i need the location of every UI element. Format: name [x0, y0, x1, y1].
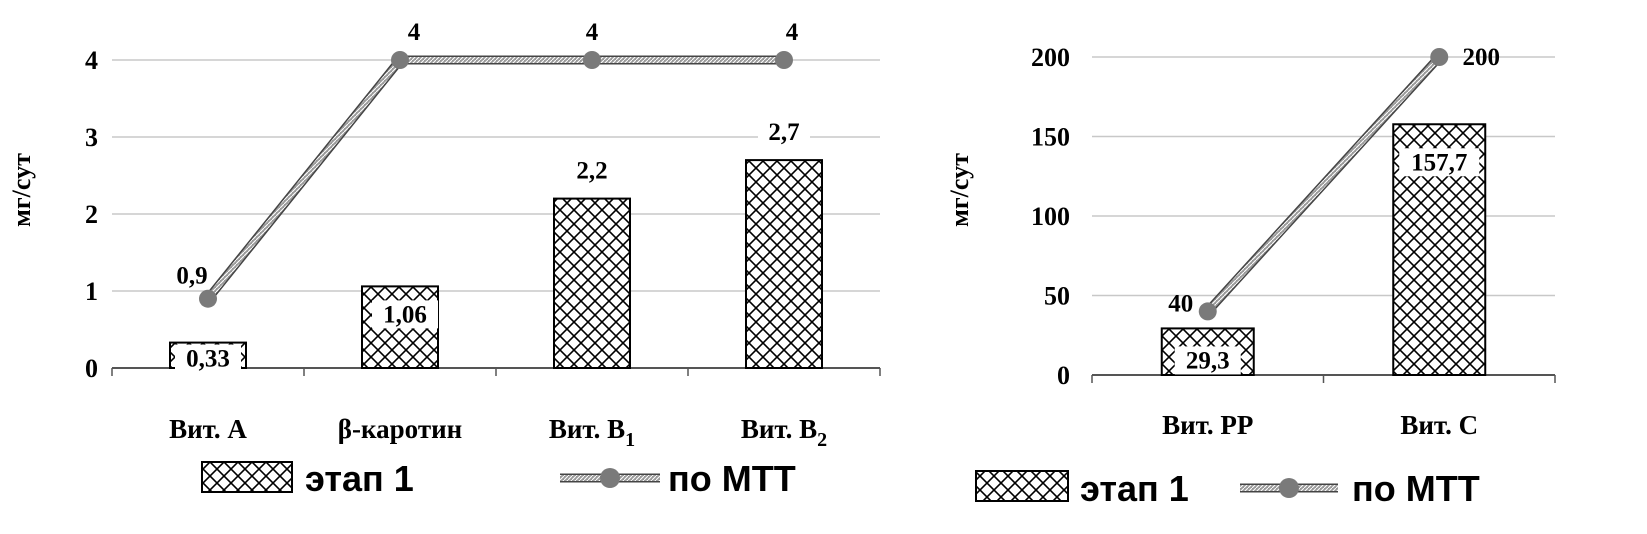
- bar-data-label: 1,06: [383, 301, 427, 328]
- y-tick-label: 0: [1057, 361, 1070, 390]
- bar-label-bg: [175, 344, 241, 373]
- y-tick-label: 1: [85, 277, 98, 306]
- line-point: [775, 51, 793, 69]
- legend-bar-label: этап 1: [305, 458, 414, 499]
- bar: [553, 197, 631, 369]
- line-point: [1198, 302, 1217, 321]
- x-category-label: Вит. В1: [549, 414, 635, 451]
- bar-data-label: 157,7: [1411, 149, 1467, 176]
- bar-data-label: 29,3: [1186, 347, 1230, 374]
- y-tick-label: 2: [85, 200, 98, 229]
- x-category-label: Вит. А: [169, 414, 247, 444]
- series-line: [205, 57, 784, 301]
- line-data-label: 4: [408, 19, 421, 46]
- chart-panel-2: 0 50 100 150 200 мг/сут 29,3 157,7 40 200 Вит. РР В…: [945, 43, 1556, 509]
- bar: [745, 159, 823, 369]
- y-tick-label: 100: [1031, 202, 1070, 231]
- x-category-label: β-каротин: [338, 414, 462, 444]
- y-tick-label: 4: [85, 46, 98, 75]
- y-tick-label: 3: [85, 123, 98, 152]
- chart-panel-1: 0 1 2 3 4 мг/сут 0,33 1,06 2,2 2,7 0,9 4 4 4 Вит. А β-к…: [7, 19, 881, 499]
- y-tick-label: 150: [1031, 123, 1070, 152]
- bar-label-bg: [566, 156, 618, 185]
- line-data-label: 40: [1168, 290, 1193, 317]
- line-data-label: 4: [786, 19, 799, 46]
- bar-data-label: 2,7: [768, 119, 799, 146]
- y-tick-label: 50: [1044, 282, 1070, 311]
- x-category-label: Вит. РР: [1162, 410, 1253, 440]
- bar-label-bg: [1399, 148, 1480, 177]
- line-data-label: 0,9: [176, 263, 207, 290]
- legend-line-marker: [1279, 478, 1299, 498]
- series-line: [1205, 54, 1442, 314]
- legend-bar-swatch: [201, 461, 293, 493]
- bar-data-label: 2,2: [576, 158, 607, 185]
- line-data-label: 4: [586, 19, 599, 46]
- series-line-outline: [204, 55, 784, 302]
- legend-line-marker: [600, 468, 620, 488]
- bar-label-bg: [372, 300, 438, 329]
- y-axis-label: мг/сут: [7, 153, 36, 227]
- legend-line-label: по МТТ: [668, 458, 796, 499]
- legend-line-label: по МТТ: [1352, 468, 1480, 509]
- y-axis-label: мг/сут: [945, 153, 974, 227]
- x-category-label: Вит. С: [1400, 410, 1478, 440]
- bar-label-bg: [758, 118, 810, 147]
- line-point: [199, 289, 217, 308]
- line-point: [391, 51, 409, 69]
- x-category-label: Вит. В2: [741, 414, 827, 451]
- line-point: [583, 51, 601, 69]
- bar-data-label: 0,33: [186, 346, 230, 373]
- y-tick-label: 200: [1031, 43, 1070, 72]
- y-tick-label: 0: [85, 354, 98, 383]
- legend-bar-label: этап 1: [1080, 468, 1189, 509]
- line-point: [1430, 48, 1449, 66]
- legend-bar-swatch: [975, 470, 1069, 502]
- bar-label-bg: [1174, 346, 1241, 375]
- line-data-label: 200: [1463, 44, 1501, 71]
